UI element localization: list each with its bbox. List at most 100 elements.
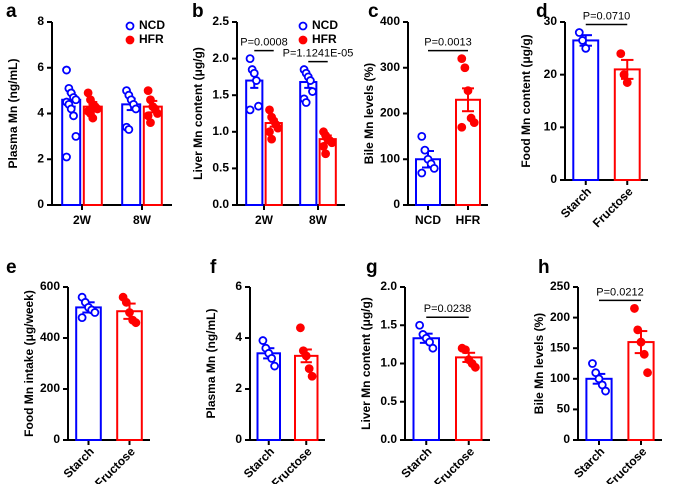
data-point [153, 109, 162, 118]
x-tick-label: HFR [456, 213, 481, 227]
data-point [267, 353, 277, 363]
x-tick-label: 2W [73, 213, 92, 227]
y-tick-label: 2 [235, 381, 242, 395]
y-tick-label: 1.5 [212, 87, 229, 101]
data-point [124, 125, 134, 134]
y-tick-label: 50 [557, 402, 571, 416]
x-tick-label: Starch [241, 444, 277, 480]
data-point [321, 149, 331, 159]
data-point [301, 98, 311, 107]
data-point [265, 127, 274, 137]
p-value: P=1.1241E-05 [283, 47, 354, 59]
data-point [588, 359, 597, 368]
data-point [125, 308, 134, 317]
data-point [460, 63, 470, 73]
y-tick-label: 4 [235, 330, 242, 344]
x-tick-label: 8W [133, 213, 152, 227]
y-tick-label: 2.0 [380, 279, 397, 293]
y-tick-label: 300 [380, 60, 400, 74]
data-point [636, 337, 646, 347]
y-tick-label: 2.0 [212, 51, 229, 65]
bar [572, 39, 600, 181]
data-point [428, 343, 438, 353]
data-point [251, 76, 261, 85]
data-point [304, 364, 314, 374]
legend-marker [298, 35, 308, 45]
bar [412, 337, 440, 442]
data-point [470, 362, 480, 372]
y-tick-label: 6 [235, 279, 242, 293]
data-point [88, 113, 98, 123]
data-point [630, 304, 639, 313]
x-tick-label: Starch [398, 444, 434, 480]
data-point [71, 95, 81, 105]
y-tick-label: 6 [37, 60, 44, 74]
data-point [77, 313, 87, 323]
y-tick-label: 2 [37, 151, 44, 165]
y-tick-label: 1.0 [380, 356, 397, 370]
y-tick-label: 0 [235, 432, 242, 446]
data-point [245, 54, 255, 63]
y-tick-label: 200 [40, 381, 60, 395]
y-axis-label: Liver Mn content (μg/g) [359, 297, 373, 430]
data-point [461, 345, 470, 355]
x-tick-label: Fructose [92, 444, 138, 484]
y-tick-label: 600 [40, 279, 60, 293]
data-point [245, 105, 255, 115]
y-tick-label: 150 [550, 340, 570, 354]
panel-label: a [6, 1, 17, 22]
legend-marker [298, 21, 308, 31]
data-point [265, 105, 274, 115]
p-value: P=0.0008 [240, 37, 287, 49]
y-tick-label: 0 [53, 432, 60, 446]
data-point [319, 142, 328, 151]
x-tick-label: Fructose [431, 444, 477, 484]
y-tick-label: 0.5 [380, 394, 397, 408]
data-point [305, 76, 315, 85]
y-axis-label: Liver Mn content (μg/g) [191, 47, 205, 180]
panel-label: e [6, 257, 17, 278]
x-tick-label: Fructose [604, 444, 650, 484]
y-tick-label: 0 [37, 197, 44, 211]
data-point [457, 54, 467, 63]
p-value: P=0.0212 [596, 286, 643, 298]
data-point [83, 88, 93, 98]
panel-label: b [192, 1, 204, 22]
data-point [633, 325, 643, 335]
data-point [71, 131, 81, 141]
y-axis-label: Plasma Mn (ng/mL) [6, 58, 20, 168]
panel-label: h [538, 257, 550, 278]
data-point [457, 122, 467, 132]
data-point [308, 87, 317, 96]
data-point [267, 134, 277, 144]
legend-label: NCD [312, 18, 338, 32]
p-value: P=0.0238 [424, 303, 471, 315]
data-point [639, 349, 649, 359]
y-tick-label: 30 [544, 14, 558, 28]
data-point [254, 101, 263, 111]
data-point [619, 70, 629, 80]
data-point [143, 111, 153, 121]
y-tick-label: 0.5 [212, 161, 229, 175]
data-point [327, 138, 337, 148]
y-tick-label: 0 [393, 197, 400, 211]
y-tick-label: 400 [380, 14, 400, 28]
panel-label: f [210, 257, 217, 278]
y-tick-label: 0 [550, 172, 557, 186]
x-tick-label: Fructose [590, 184, 636, 230]
y-tick-label: 100 [380, 151, 400, 165]
data-point [66, 104, 76, 114]
data-point [273, 123, 283, 133]
y-tick-label: 1.0 [212, 124, 229, 138]
x-tick-label: NCD [415, 213, 441, 227]
data-point [578, 36, 587, 45]
y-tick-label: 10 [544, 120, 558, 134]
data-point [131, 104, 141, 114]
x-tick-label: 8W [309, 213, 328, 227]
data-point [301, 351, 311, 361]
panel-label: c [368, 1, 379, 22]
data-point [307, 371, 317, 381]
data-point [429, 163, 439, 173]
y-tick-label: 8 [37, 14, 44, 28]
